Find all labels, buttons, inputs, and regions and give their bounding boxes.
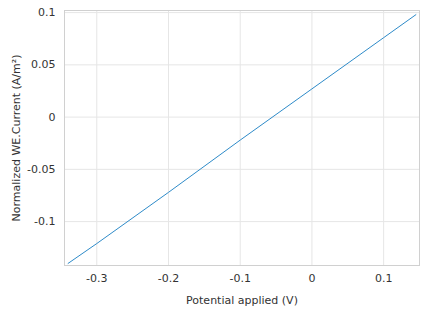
svg-text:0: 0	[308, 272, 315, 285]
svg-text:0.05: 0.05	[31, 58, 56, 71]
svg-text:-0.2: -0.2	[158, 272, 179, 285]
svg-text:-0.1: -0.1	[34, 215, 55, 228]
svg-text:0: 0	[49, 111, 56, 124]
svg-text:Potential applied (V): Potential applied (V)	[186, 294, 298, 307]
svg-text:-0.1: -0.1	[229, 272, 250, 285]
svg-text:-0.3: -0.3	[86, 272, 107, 285]
svg-text:0.1: 0.1	[375, 272, 393, 285]
svg-text:0.1: 0.1	[38, 6, 56, 19]
svg-text:Normalized WE.Current (A/m²): Normalized WE.Current (A/m²)	[10, 55, 23, 222]
svg-text:-0.05: -0.05	[27, 163, 55, 176]
